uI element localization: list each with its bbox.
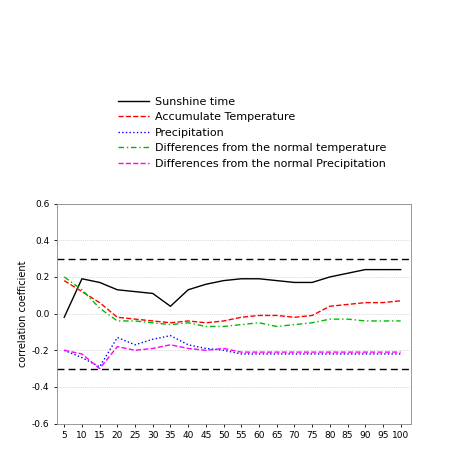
Y-axis label: correlation coefficient: correlation coefficient bbox=[18, 260, 28, 367]
Legend: Sunshine time, Accumulate Temperature, Precipitation, Differences from the norma: Sunshine time, Accumulate Temperature, P… bbox=[116, 94, 388, 171]
